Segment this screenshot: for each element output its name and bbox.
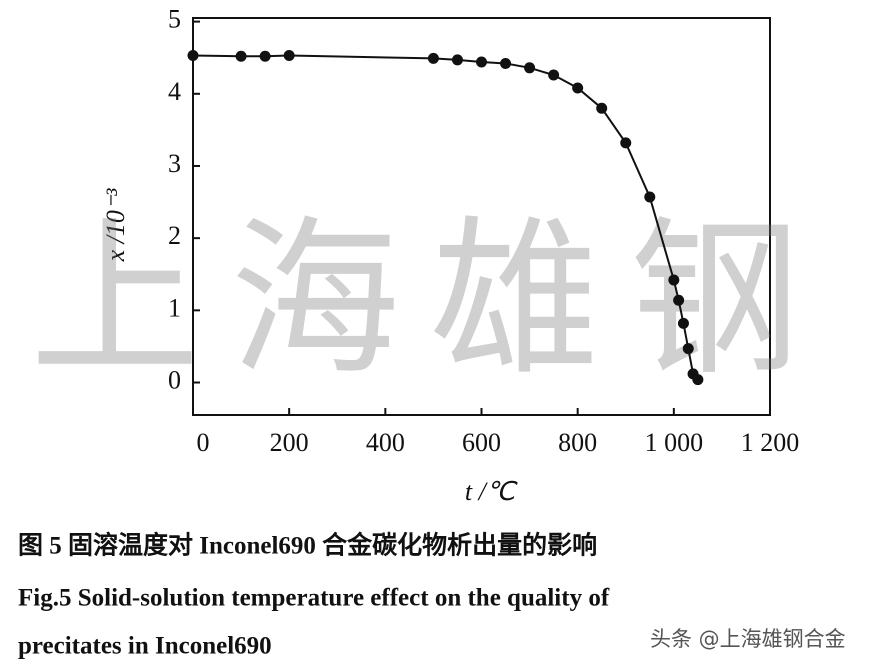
caption-line: 图 5 固溶温度对 Inconel690 合金碳化物析出量的影响: [18, 531, 597, 560]
x-tick-label: 600: [462, 428, 501, 457]
y-tick-label: 3: [168, 149, 181, 178]
data-point: [283, 50, 295, 62]
data-point: [673, 294, 685, 306]
data-point: [548, 69, 560, 81]
data-point: [427, 52, 439, 64]
x-tick-label: 1 000: [645, 428, 704, 457]
y-tick-label: 2: [168, 221, 181, 250]
x-tick-label: 200: [270, 428, 309, 457]
data-point: [596, 102, 608, 114]
data-point: [572, 82, 584, 94]
data-point: [620, 137, 632, 149]
x-tick-label: 1 200: [741, 428, 800, 457]
credit: 头条 @上海雄钢合金: [650, 627, 846, 651]
y-tick-label: 5: [168, 5, 181, 34]
x-tick-label: 800: [558, 428, 597, 457]
x-tick-label: 0: [197, 428, 210, 457]
y-tick-label: 4: [168, 77, 181, 106]
caption-line: precitates in Inconel690: [18, 633, 272, 660]
x-axis-label: t /℃: [465, 477, 518, 506]
y-tick-label: 1: [168, 293, 181, 322]
data-point: [668, 274, 680, 286]
data-point: [187, 50, 199, 62]
data-point: [692, 374, 704, 386]
data-point: [259, 50, 271, 62]
data-point: [524, 62, 536, 74]
x-tick-label: 400: [366, 428, 405, 457]
watermark: 上海雄钢: [30, 201, 830, 399]
data-point: [682, 343, 694, 355]
data-point: [500, 57, 512, 69]
data-point: [235, 50, 247, 62]
data-point: [677, 317, 689, 329]
data-point: [644, 191, 656, 203]
data-point: [476, 56, 487, 68]
data-point: [451, 54, 463, 66]
caption-line: Fig.5 Solid-solution temperature effect …: [18, 585, 610, 612]
y-axis-label: x /10⁻³: [101, 187, 130, 262]
y-tick-label: 0: [168, 365, 181, 394]
